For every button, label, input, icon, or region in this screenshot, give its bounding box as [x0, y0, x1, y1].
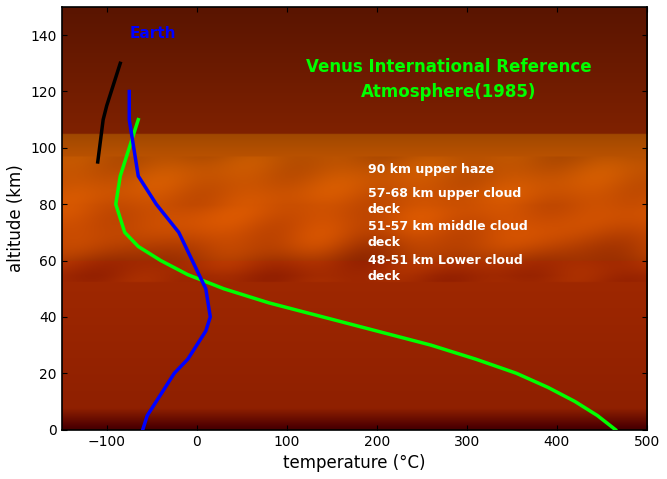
X-axis label: temperature (°C): temperature (°C) [283, 454, 426, 472]
Text: Earth: Earth [129, 26, 176, 41]
Text: Atmosphere(1985): Atmosphere(1985) [361, 83, 536, 101]
Text: 90 km upper haze: 90 km upper haze [368, 163, 494, 176]
Y-axis label: altitude (km): altitude (km) [7, 164, 25, 272]
Text: Venus International Reference: Venus International Reference [306, 58, 592, 76]
Text: 48-51 km Lower cloud
deck: 48-51 km Lower cloud deck [368, 254, 522, 283]
Text: 51-57 km middle cloud
deck: 51-57 km middle cloud deck [368, 220, 528, 250]
Text: 57-68 km upper cloud
deck: 57-68 km upper cloud deck [368, 187, 521, 216]
